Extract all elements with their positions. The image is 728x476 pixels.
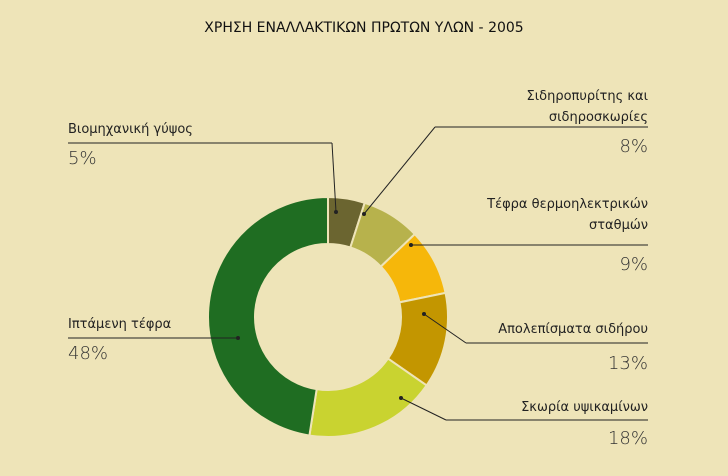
slice-label: Βιομηχανική γύψος — [68, 122, 193, 137]
leader-dot — [399, 396, 403, 400]
slice-label: Τέφρα θερμοηλεκτρικών σταθμών — [487, 197, 648, 233]
slice-value: 8% — [619, 136, 648, 157]
leader-dot — [236, 336, 240, 340]
slice-label: Απολεπίσματα σιδήρου — [498, 322, 648, 337]
slice-label: Σκωρία υψικαμίνων — [521, 400, 648, 415]
slice-value: 5% — [68, 148, 97, 169]
leader-dot — [334, 210, 338, 214]
leader-dot — [362, 212, 366, 216]
slice-value: 48% — [68, 343, 109, 364]
slice-value: 18% — [607, 428, 648, 449]
slice-value: 9% — [619, 254, 648, 275]
leader-line — [331, 142, 337, 213]
leader-dot — [409, 243, 413, 247]
donut-segment — [206, 195, 329, 437]
slice-label: Ιπτάμενη τέφρα — [68, 317, 172, 332]
slice-label: Σιδηροπυρίτης και σιδηροσκωρίες — [526, 89, 648, 125]
leader-dot — [422, 312, 426, 316]
leader-line — [423, 313, 467, 344]
leader-line — [400, 397, 447, 421]
leader-line — [363, 126, 436, 215]
chart-title: ΧΡΗΣΗ ΕΝΑΛΛΑΚΤΙΚΩΝ ΠΡΩΤΩΝ ΥΛΩΝ - 2005 — [204, 20, 524, 36]
slice-value: 13% — [607, 353, 648, 374]
